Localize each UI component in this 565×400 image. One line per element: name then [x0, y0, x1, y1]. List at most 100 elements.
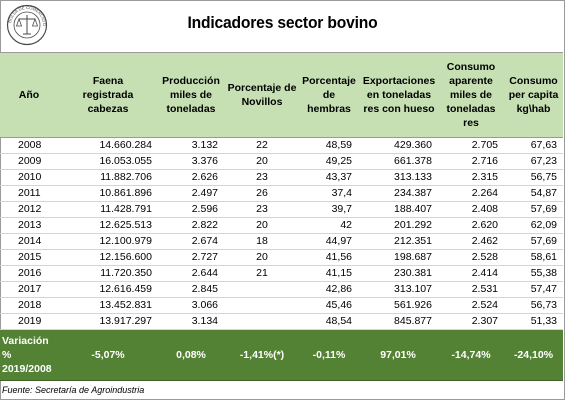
- cell-year: 2008: [0, 137, 58, 154]
- cell-faena: 13.917.297: [58, 313, 158, 330]
- cell-consumo-aparente: 2.620: [438, 217, 504, 234]
- cell-exportaciones: 198.687: [358, 249, 438, 266]
- header-year: Año: [0, 52, 58, 138]
- cell-produccion: 2.626: [158, 169, 224, 186]
- cell-consumo-aparente: 2.414: [438, 265, 504, 282]
- indicators-table: Año Faena registrada cabezas Producción …: [0, 52, 563, 381]
- cell-hembras: 42,86: [300, 281, 358, 298]
- cell-exportaciones: 429.360: [358, 137, 438, 154]
- cell-hembras: 42: [300, 217, 358, 234]
- header-row: Año Faena registrada cabezas Producción …: [0, 52, 563, 138]
- cell-produccion: 2.596: [158, 201, 224, 218]
- cell-exportaciones: 313.107: [358, 281, 438, 298]
- cell-produccion: 2.727: [158, 249, 224, 266]
- cell-faena: 12.100.979: [58, 233, 158, 250]
- table-row: 2014 12.100.979 2.674 18 44,97 212.351 2.462 57…: [0, 233, 563, 250]
- cell-year: 2019: [0, 313, 58, 330]
- table-row: 2011 10.861.896 2.497 26 37,4 234.387 2.264 54,…: [0, 185, 563, 202]
- cell-hembras: 37,4: [300, 185, 358, 202]
- cell-exportaciones: 561.926: [358, 297, 438, 314]
- cell-year: 2013: [0, 217, 58, 234]
- cell-exportaciones: 230.381: [358, 265, 438, 282]
- cell-consumo-per-capita: 55,38: [504, 265, 563, 282]
- cell-hembras: 43,37: [300, 169, 358, 186]
- variation-label-line: %: [2, 349, 12, 361]
- cell-consumo-aparente: 2.307: [438, 313, 504, 330]
- cell-faena: 11.428.791: [58, 201, 158, 218]
- cell-consumo-per-capita: 56,75: [504, 169, 563, 186]
- cell-consumo-per-capita: 54,87: [504, 185, 563, 202]
- cell-hembras: 44,97: [300, 233, 358, 250]
- header-novillos: Porcentaje de Novillos: [224, 52, 300, 138]
- table-row: 2019 13.917.297 3.134 48,54 845.877 2.307 51,3…: [0, 313, 563, 330]
- cell-exportaciones: 212.351: [358, 233, 438, 250]
- cell-exportaciones: 313.133: [358, 169, 438, 186]
- cell-consumo-aparente: 2.524: [438, 297, 504, 314]
- cell-novillos: 20: [224, 217, 300, 234]
- variation-row: Variación% 2019/2008 -5,07% 0,08% -1,41%(*) -…: [0, 329, 563, 381]
- table-row: 2018 13.452.831 3.066 45,46 561.926 2.524 56,7…: [0, 297, 563, 314]
- cell-novillos: 26: [224, 185, 300, 202]
- cell-produccion: 3.134: [158, 313, 224, 330]
- page-title: Indicadores sector bovino: [187, 13, 378, 32]
- cell-consumo-per-capita: 67,23: [504, 153, 563, 170]
- cell-produccion: 2.822: [158, 217, 224, 234]
- variation-produccion: 0,08%: [158, 329, 224, 381]
- header-faena: Faena registrada cabezas: [58, 52, 158, 138]
- seal-logo: BOLSA DE COMERCIO DE ROSARIO: [6, 4, 48, 46]
- cell-novillos: 23: [224, 201, 300, 218]
- cell-year: 2009: [0, 153, 58, 170]
- cell-consumo-per-capita: 67,63: [504, 137, 563, 154]
- cell-novillos: 20: [224, 249, 300, 266]
- source-note: Fuente: Secretaría de Agroindustria: [2, 385, 145, 395]
- cell-faena: 11.882.706: [58, 169, 158, 186]
- table-row: 2008 14.660.284 3.132 22 48,59 429.360 2.705 67…: [0, 137, 563, 154]
- header-hembras: Porcentaje de hembras: [300, 52, 358, 138]
- cell-produccion: 2.845: [158, 281, 224, 298]
- cell-exportaciones: 234.387: [358, 185, 438, 202]
- cell-exportaciones: 188.407: [358, 201, 438, 218]
- cell-consumo-per-capita: 58,61: [504, 249, 563, 266]
- cell-consumo-per-capita: 57,47: [504, 281, 563, 298]
- variation-consumo-aparente: -14,74%: [438, 329, 504, 381]
- cell-produccion: 3.066: [158, 297, 224, 314]
- cell-produccion: 3.376: [158, 153, 224, 170]
- cell-consumo-per-capita: 56,73: [504, 297, 563, 314]
- cell-year: 2010: [0, 169, 58, 186]
- cell-consumo-aparente: 2.716: [438, 153, 504, 170]
- variation-exportaciones: 97,01%: [358, 329, 438, 381]
- cell-faena: 12.625.513: [58, 217, 158, 234]
- table-row: 2015 12.156.600 2.727 20 41,56 198.687 2.528 58…: [0, 249, 563, 266]
- table-row: 2017 12.616.459 2.845 42,86 313.107 2.531 57,4…: [0, 281, 563, 298]
- header-consumo-per-capita: Consumo per capita kg\hab: [504, 52, 563, 138]
- cell-consumo-aparente: 2.408: [438, 201, 504, 218]
- cell-exportaciones: 201.292: [358, 217, 438, 234]
- variation-hembras: -0,11%: [300, 329, 358, 381]
- cell-novillos: 22: [224, 137, 300, 154]
- variation-novillos: -1,41%(*): [224, 329, 300, 381]
- header-consumo-aparente: Consumo aparente miles de toneladas res: [438, 52, 504, 138]
- cell-hembras: 49,25: [300, 153, 358, 170]
- cell-hembras: 48,59: [300, 137, 358, 154]
- cell-hembras: 41,56: [300, 249, 358, 266]
- cell-year: 2012: [0, 201, 58, 218]
- cell-faena: 11.720.350: [58, 265, 158, 282]
- table-row: 2012 11.428.791 2.596 23 39,7 188.407 2.408 57,…: [0, 201, 563, 218]
- cell-hembras: 48,54: [300, 313, 358, 330]
- cell-novillos: 21: [224, 265, 300, 282]
- cell-produccion: 3.132: [158, 137, 224, 154]
- cell-year: 2016: [0, 265, 58, 282]
- cell-produccion: 2.497: [158, 185, 224, 202]
- cell-exportaciones: 845.877: [358, 313, 438, 330]
- cell-year: 2015: [0, 249, 58, 266]
- cell-novillos: 18: [224, 233, 300, 250]
- cell-year: 2017: [0, 281, 58, 298]
- cell-hembras: 39,7: [300, 201, 358, 218]
- cell-consumo-per-capita: 57,69: [504, 201, 563, 218]
- table-row: 2013 12.625.513 2.822 20 42 201.292 2.620 62,09: [0, 217, 563, 234]
- variation-consumo-per-capita: -24,10%: [504, 329, 563, 381]
- cell-year: 2011: [0, 185, 58, 202]
- cell-novillos: 20: [224, 153, 300, 170]
- cell-faena: 14.660.284: [58, 137, 158, 154]
- cell-consumo-aparente: 2.531: [438, 281, 504, 298]
